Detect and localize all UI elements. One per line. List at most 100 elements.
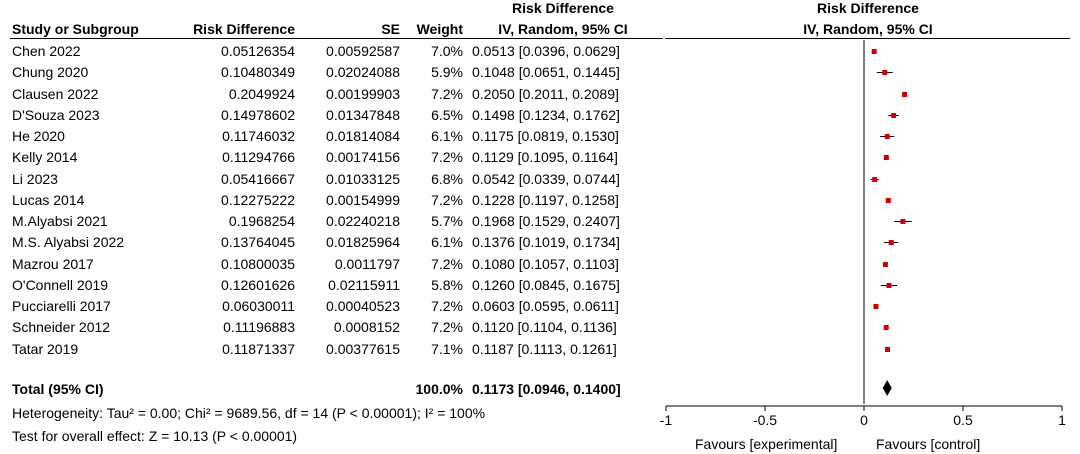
study-ci-cell: 0.1228 [0.1197, 0.1258]: [472, 192, 619, 208]
study-ci-cell: 0.0513 [0.0396, 0.0629]: [472, 43, 620, 59]
point-estimate-marker: [885, 347, 891, 352]
study-se-cell: 0.00592587: [326, 43, 400, 59]
study-se-cell: 0.00377615: [326, 341, 400, 357]
total-weight: 100.0%: [415, 381, 463, 397]
pooled-diamond: [882, 380, 892, 396]
study-rd-cell: 0.05416667: [221, 171, 295, 187]
study-ci-cell: 0.1175 [0.0819, 0.1530]: [472, 128, 619, 144]
study-ci-cell: 0.1048 [0.0651, 0.1445]: [472, 64, 620, 80]
study-weight-cell: 6.8%: [431, 171, 463, 187]
study-se-cell: 0.0008152: [333, 319, 400, 335]
study-ci-cell: 0.1080 [0.1057, 0.1103]: [472, 256, 619, 272]
study-rd-cell: 0.10480349: [221, 64, 295, 80]
study-rd-cell: 0.05126354: [221, 43, 295, 59]
study-rd-cell: 0.11196883: [223, 319, 295, 335]
study-weight-cell: 7.1%: [431, 341, 463, 357]
study-rd-cell: 0.2049924: [228, 86, 295, 102]
study-weight-cell: 6.5%: [431, 107, 463, 123]
overall-effect-text: Test for overall effect: Z = 10.13 (P < …: [12, 428, 298, 444]
study-rd-cell: 0.13764045: [221, 234, 295, 250]
study-ci-cell: 0.1968 [0.1529, 0.2407]: [472, 213, 620, 229]
ci-header-top: Risk Difference: [512, 0, 614, 16]
point-estimate-marker: [888, 240, 894, 245]
study-rd-cell: 0.11871337: [222, 341, 295, 357]
study-ci-cell: 0.0542 [0.0339, 0.0744]: [472, 171, 620, 187]
study-name-cell: M.Alyabsi 2021: [12, 213, 108, 229]
study-ci-cell: 0.1187 [0.1113, 0.1261]: [472, 341, 617, 357]
study-se-cell: 0.01814084: [326, 128, 400, 144]
x-tick-label: -0.5: [753, 412, 777, 428]
point-estimate-marker: [891, 113, 897, 118]
weight-header: Weight: [416, 21, 463, 37]
study-name-cell: Lucas 2014: [12, 192, 85, 208]
study-name-cell: M.S. Alyabsi 2022: [12, 234, 125, 250]
point-estimate-marker: [873, 304, 879, 309]
study-name-cell: Tatar 2019: [12, 341, 79, 357]
study-se-cell: 0.0011797: [334, 256, 400, 272]
study-name-cell: Kelly 2014: [12, 149, 78, 165]
study-name-cell: D'Souza 2023: [12, 107, 100, 123]
study-ci-cell: 0.2050 [0.2011, 0.2089]: [472, 86, 619, 102]
point-estimate-marker: [902, 92, 908, 97]
study-rd-cell: 0.10800035: [221, 256, 295, 272]
study-name-cell: Clausen 2022: [12, 86, 99, 102]
point-estimate-marker: [871, 49, 877, 54]
study-se-cell: 0.02240218: [326, 213, 400, 229]
study-name-cell: O'Connell 2019: [12, 277, 109, 293]
study-se-cell: 0.00174156: [326, 149, 400, 165]
x-tick-label: 1: [1058, 412, 1066, 428]
study-se-cell: 0.02024088: [326, 64, 400, 80]
study-weight-cell: 7.2%: [431, 319, 463, 335]
study-se-cell: 0.01033125: [326, 171, 400, 187]
heterogeneity-text: Heterogeneity: Tau² = 0.00; Chi² = 9689.…: [12, 405, 486, 421]
study-weight-cell: 6.1%: [431, 234, 463, 250]
x-tick-label: 0: [860, 412, 868, 428]
study-weight-cell: 7.2%: [431, 256, 463, 272]
study-ci-cell: 0.1376 [0.1019, 0.1734]: [472, 234, 620, 250]
total-label: Total (95% CI): [12, 381, 104, 397]
plot-header-rule: [665, 38, 1070, 39]
x-tick-label: -1: [660, 412, 673, 428]
study-weight-cell: 5.9%: [431, 64, 463, 80]
study-ci-cell: 0.1498 [0.1234, 0.1762]: [472, 107, 620, 123]
study-rd-cell: 0.12601626: [221, 277, 295, 293]
study-name-cell: He 2020: [12, 128, 65, 144]
study-weight-cell: 6.1%: [431, 128, 463, 144]
study-ci-cell: 0.1129 [0.1095, 0.1164]: [472, 149, 618, 165]
study-header: Study or Subgroup: [12, 21, 139, 37]
study-weight-cell: 7.2%: [431, 86, 463, 102]
favours-experimental-label: Favours [experimental]: [695, 436, 838, 452]
study-rd-cell: 0.14978602: [221, 107, 295, 123]
table-header-rule: [10, 38, 663, 39]
se-header: SE: [381, 21, 400, 37]
point-estimate-marker: [883, 155, 889, 160]
study-name-cell: Chung 2020: [12, 64, 89, 80]
study-se-cell: 0.00040523: [326, 298, 400, 314]
study-rd-cell: 0.1968254: [228, 213, 295, 229]
x-tick-label: 0.5: [953, 412, 973, 428]
point-estimate-marker: [885, 198, 891, 203]
study-name-cell: Chen 2022: [12, 43, 81, 59]
study-se-cell: 0.00199903: [326, 86, 400, 102]
point-estimate-marker: [886, 283, 892, 288]
study-rd-cell: 0.11746032: [222, 128, 295, 144]
plot-header-bottom: IV, Random, 95% CI: [803, 21, 933, 37]
study-weight-cell: 7.2%: [431, 149, 463, 165]
study-weight-cell: 7.0%: [431, 43, 463, 59]
study-ci-cell: 0.0603 [0.0595, 0.0611]: [472, 298, 619, 314]
study-weight-cell: 5.7%: [431, 213, 463, 229]
point-estimate-marker: [882, 70, 888, 75]
study-rd-cell: 0.12275222: [221, 192, 295, 208]
rd-header: Risk Difference: [193, 21, 295, 37]
study-ci-cell: 0.1260 [0.0845, 0.1675]: [472, 277, 620, 293]
study-se-cell: 0.01347848: [326, 107, 400, 123]
study-se-cell: 0.01825964: [326, 234, 400, 250]
total-ci: 0.1173 [0.0946, 0.1400]: [472, 381, 621, 397]
point-estimate-marker: [872, 177, 878, 182]
study-rd-cell: 0.06030011: [222, 298, 295, 314]
study-ci-cell: 0.1120 [0.1104, 0.1136]: [472, 319, 617, 335]
study-name-cell: Mazrou 2017: [12, 256, 94, 272]
study-name-cell: Schneider 2012: [12, 319, 111, 335]
study-se-cell: 0.00154999: [326, 192, 400, 208]
